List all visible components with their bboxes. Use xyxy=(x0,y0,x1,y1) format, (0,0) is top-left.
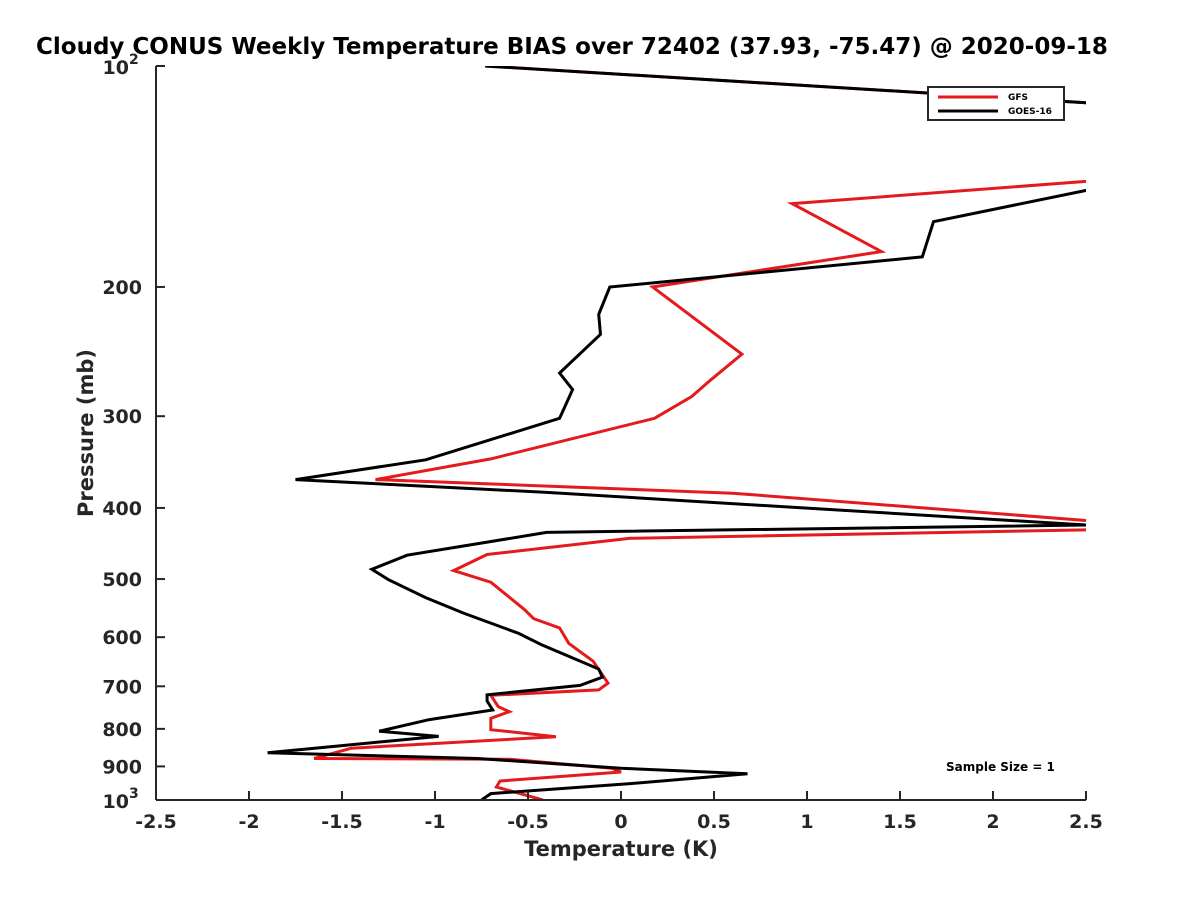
x-tick-label: -2 xyxy=(238,811,259,833)
series-line-goes16 xyxy=(267,66,1086,800)
y-tick-label-power: 10 3 xyxy=(103,786,139,813)
x-tick-label: -1.5 xyxy=(321,811,363,833)
y-tick-label: 200 xyxy=(102,277,142,299)
y-tick-label: 600 xyxy=(102,627,142,649)
x-tick-label: 2.5 xyxy=(1069,811,1103,833)
x-axis-title: Temperature (K) xyxy=(524,837,718,861)
series-line-gfs xyxy=(313,66,1086,800)
y-tick-label-base: 10 xyxy=(103,791,129,813)
x-tick-label: 0.5 xyxy=(697,811,731,833)
x-tick-label: -1 xyxy=(424,811,445,833)
y-tick-label: 800 xyxy=(102,719,142,741)
sample-size-annotation: Sample Size = 1 xyxy=(946,760,1055,774)
axes xyxy=(155,66,1086,801)
y-tick-label: 700 xyxy=(102,676,142,698)
legend: GFS GOES-16 xyxy=(927,86,1065,121)
x-tick-label: 2 xyxy=(986,811,999,833)
y-tick-label-exponent: 2 xyxy=(129,52,139,68)
x-tick-label: 1.5 xyxy=(883,811,917,833)
y-tick-label: 300 xyxy=(102,406,142,428)
x-tick-label: -0.5 xyxy=(507,811,549,833)
x-tick-label: -2.5 xyxy=(135,811,177,833)
y-tick-label: 900 xyxy=(102,756,142,778)
legend-label-gfs: GFS xyxy=(1008,93,1028,103)
y-tick-label: 500 xyxy=(102,569,142,591)
y-tick-label-exponent: 3 xyxy=(129,786,139,802)
y-tick-label-base: 10 xyxy=(103,57,129,79)
x-tick-label: 1 xyxy=(800,811,813,833)
x-tick-label: 0 xyxy=(614,811,627,833)
y-axis-title: Pressure (mb) xyxy=(74,349,98,517)
legend-label-goes16: GOES-16 xyxy=(1008,107,1052,117)
legend-box xyxy=(927,86,1065,121)
y-tick-label: 400 xyxy=(102,498,142,520)
chart-title: Cloudy CONUS Weekly Temperature BIAS ove… xyxy=(36,34,1108,60)
x-ticks: -2.5 -2 -1.5 -1 -0.5 0 0.5 1 1.5 2 2.5 xyxy=(135,791,1103,833)
series-layer xyxy=(267,66,1086,800)
y-tick-label-power: 10 2 xyxy=(103,52,139,79)
